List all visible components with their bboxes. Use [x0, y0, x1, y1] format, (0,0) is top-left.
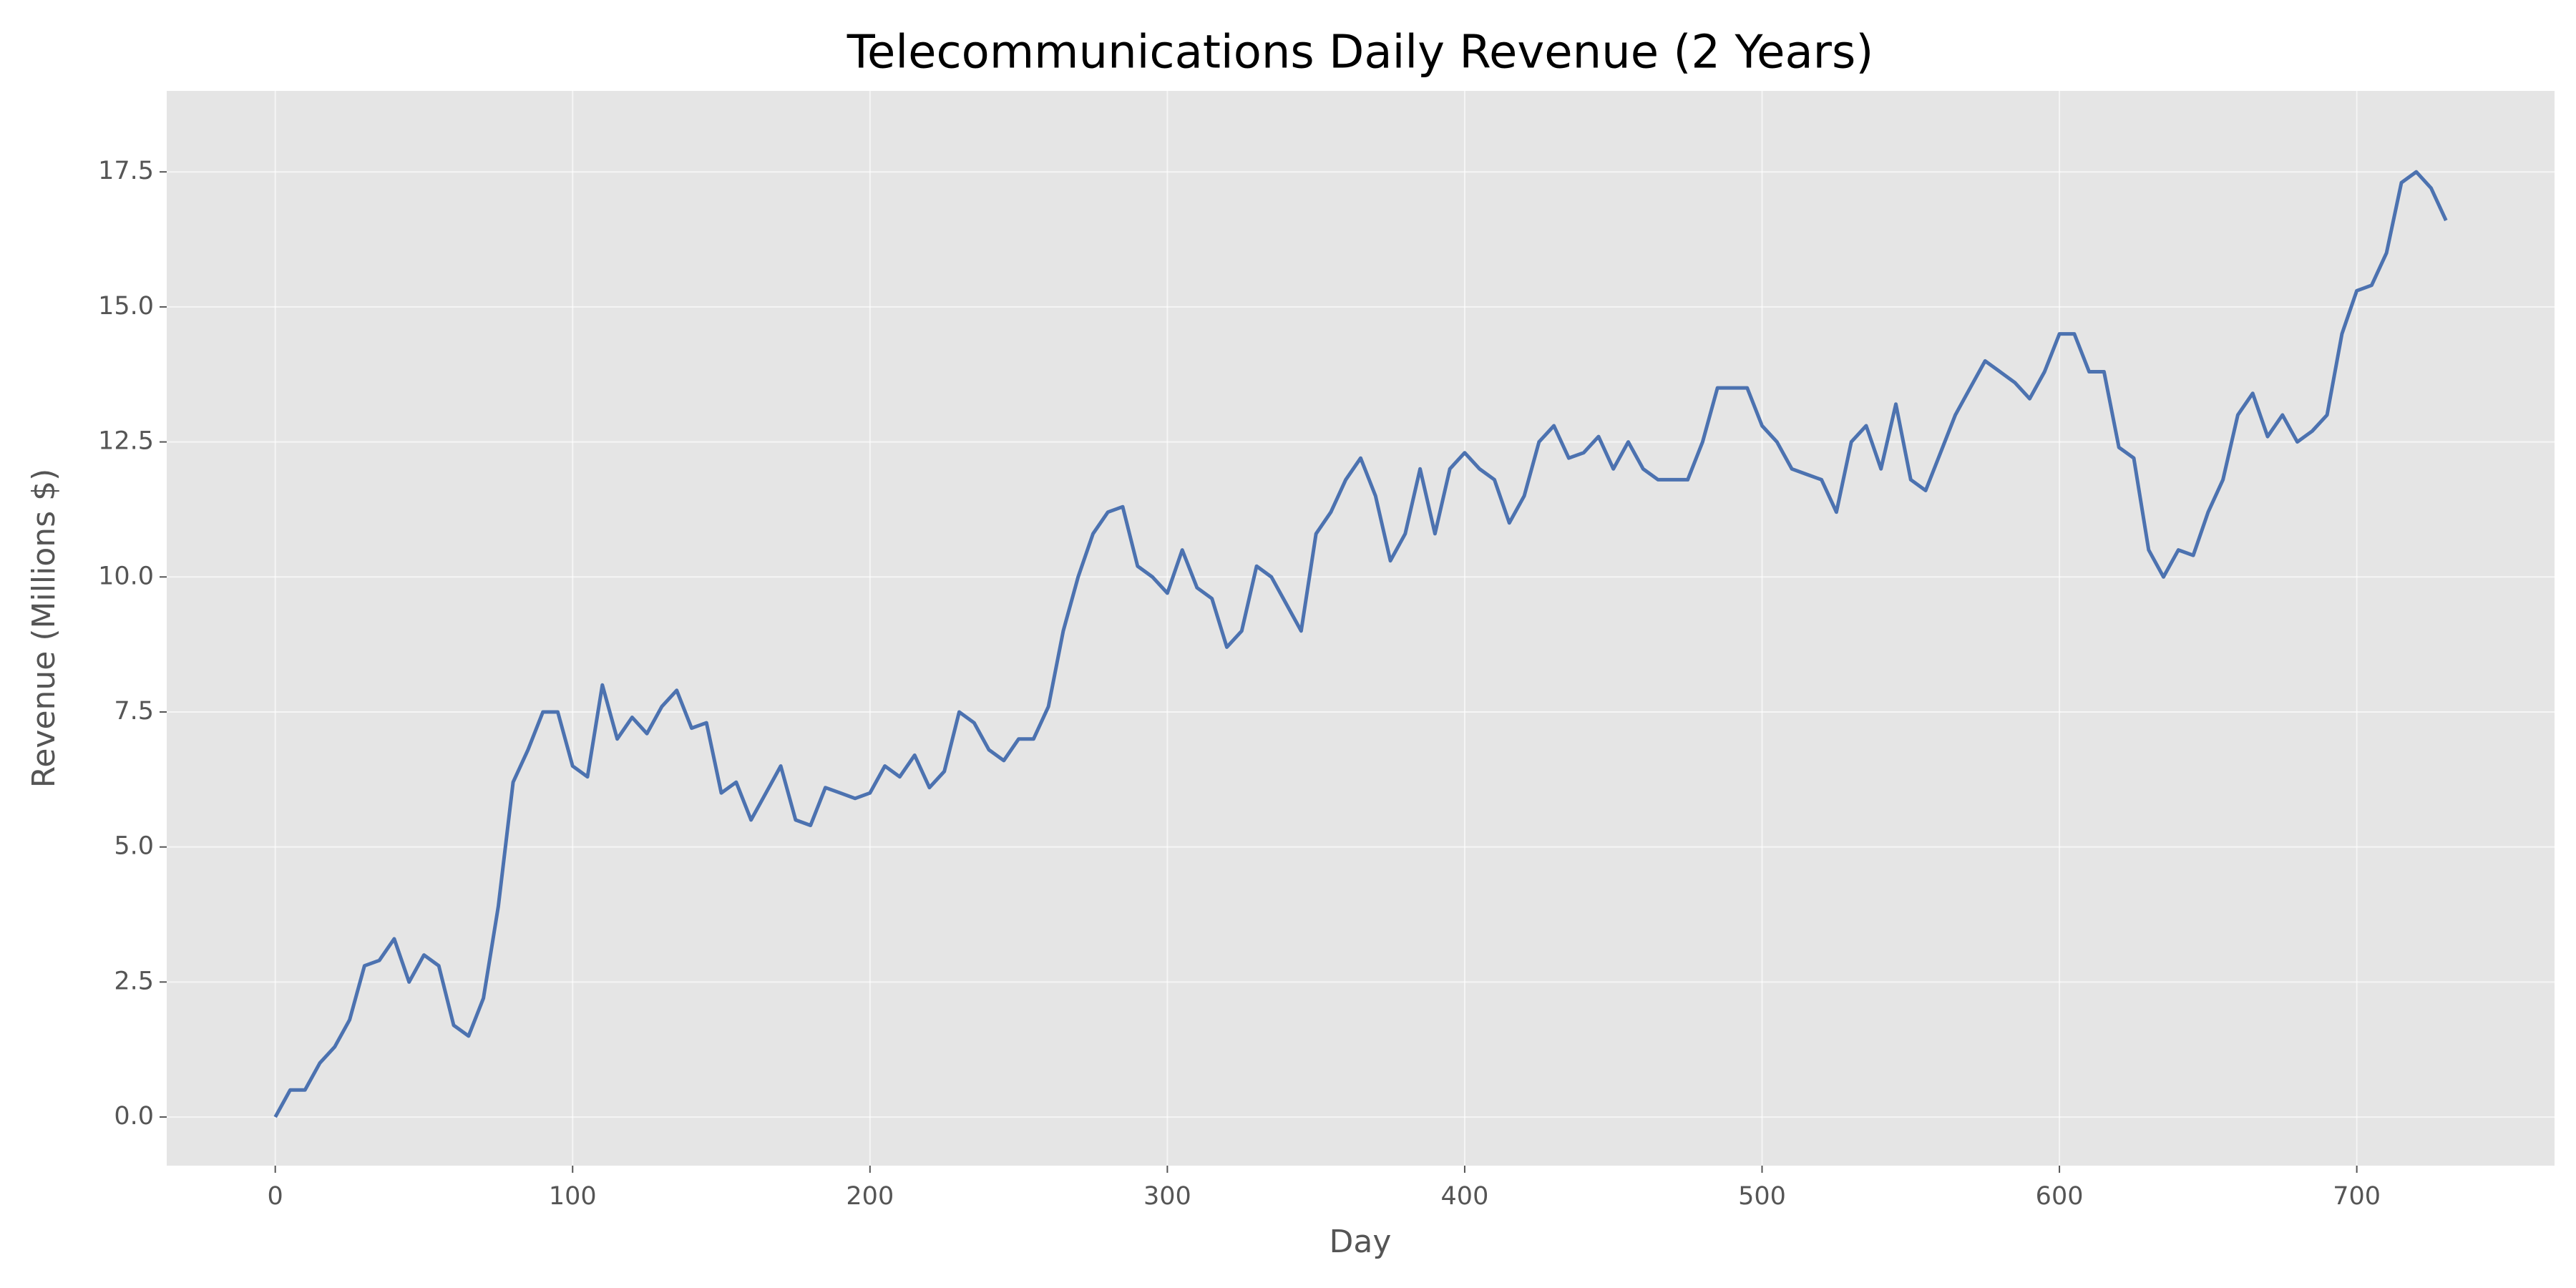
- x-tick-label: 700: [2333, 1182, 2381, 1211]
- x-tick-label: 300: [1143, 1182, 1191, 1211]
- y-axis-label: Revenue (Millions $): [26, 469, 62, 789]
- y-tick-label: 2.5: [114, 967, 154, 995]
- y-tick-label: 17.5: [98, 157, 154, 185]
- plot-area: [167, 91, 2555, 1166]
- x-tick-label: 500: [1738, 1182, 1786, 1211]
- chart-title: Telecommunications Daily Revenue (2 Year…: [847, 26, 1874, 79]
- y-tick-label: 0.0: [114, 1102, 154, 1131]
- x-tick-label: 400: [1441, 1182, 1489, 1211]
- y-tick-label: 12.5: [98, 427, 154, 456]
- y-tick-label: 10.0: [98, 562, 154, 590]
- y-tick-label: 5.0: [114, 832, 154, 861]
- y-tick-label: 15.0: [98, 292, 154, 321]
- x-tick-label: 600: [2036, 1182, 2084, 1211]
- x-tick-label: 0: [268, 1182, 283, 1211]
- x-tick-label: 100: [549, 1182, 597, 1211]
- x-axis-label: Day: [1330, 1224, 1392, 1260]
- x-tick-label: 200: [846, 1182, 894, 1211]
- data-line: [273, 170, 2448, 1118]
- y-tick-label: 7.5: [114, 697, 154, 726]
